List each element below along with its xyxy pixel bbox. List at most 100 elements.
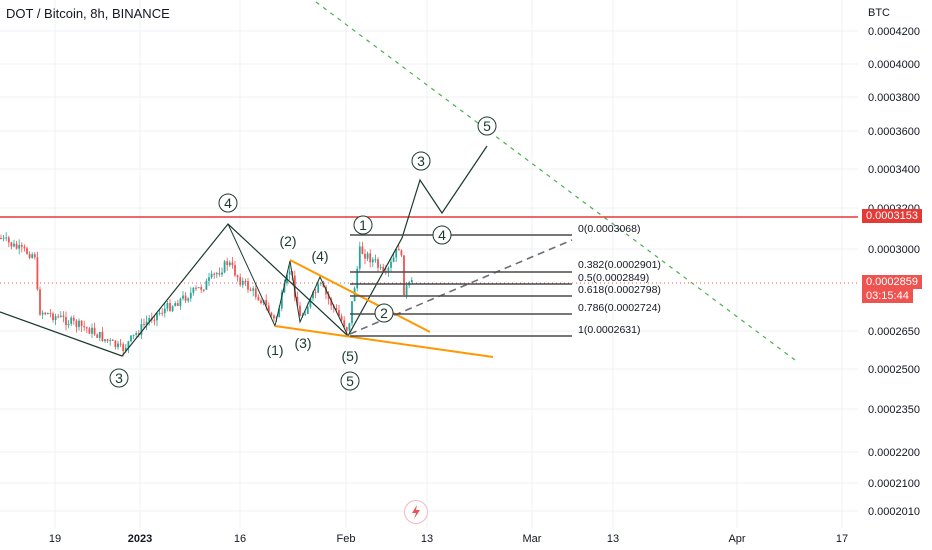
candle-body bbox=[13, 243, 15, 247]
wave-label-3: 3 bbox=[115, 370, 123, 386]
candle-body bbox=[33, 254, 36, 258]
candle-body bbox=[28, 253, 31, 258]
candle-body bbox=[200, 287, 203, 290]
candle-body bbox=[234, 265, 236, 276]
chart-title: DOT / Bitcoin, 8h, BINANCE bbox=[6, 6, 170, 21]
candle-body bbox=[122, 344, 125, 352]
candle-body bbox=[57, 316, 60, 318]
chart-grid bbox=[0, 0, 858, 528]
x-tick-label: 19 bbox=[49, 533, 61, 545]
candle-body bbox=[182, 295, 184, 299]
candle-body bbox=[405, 285, 408, 295]
candle-body bbox=[392, 257, 395, 262]
candle-body bbox=[348, 323, 351, 331]
candle-body bbox=[390, 261, 392, 268]
candle-body bbox=[358, 246, 361, 269]
candle-body bbox=[96, 334, 99, 338]
fibonacci-levels[interactable]: 0(0.0003068) 0.382(0.0002901)0.5(0.000284… bbox=[350, 223, 661, 337]
candle-body bbox=[247, 281, 249, 290]
y-tick-label: 0.0003000 bbox=[868, 244, 920, 256]
candle-body bbox=[353, 288, 356, 302]
candle-body bbox=[338, 310, 340, 317]
candle-body bbox=[410, 280, 413, 283]
candle-body bbox=[156, 313, 158, 321]
candle-body bbox=[119, 343, 122, 345]
candle-body bbox=[114, 340, 117, 348]
candle-body bbox=[127, 341, 130, 348]
candle-body bbox=[351, 301, 353, 324]
candle-body bbox=[377, 259, 379, 268]
wave-circle-2 bbox=[374, 303, 394, 323]
wave-circle-3 bbox=[109, 368, 129, 388]
candle-body bbox=[78, 320, 80, 327]
candle-body bbox=[171, 306, 174, 311]
candle-body bbox=[309, 298, 312, 307]
x-tick-label: 13 bbox=[421, 533, 433, 545]
candle-body bbox=[140, 324, 143, 335]
candle-body bbox=[137, 333, 140, 335]
candle-body bbox=[374, 259, 377, 261]
candle-body bbox=[161, 312, 164, 314]
candle-body bbox=[46, 313, 49, 315]
candle-body bbox=[239, 277, 242, 285]
candle-body bbox=[18, 245, 21, 249]
candle-body bbox=[166, 303, 169, 309]
candle-body bbox=[70, 317, 73, 324]
candle-body bbox=[88, 328, 91, 334]
lightning-icon[interactable] bbox=[404, 500, 428, 524]
wave-line-sub bbox=[227, 223, 349, 337]
countdown-label: 03:15:44 bbox=[862, 289, 913, 303]
candle-body bbox=[306, 306, 309, 314]
candle-body bbox=[117, 343, 119, 348]
candle-body bbox=[85, 327, 88, 329]
candle-body bbox=[169, 303, 171, 311]
candle-body bbox=[226, 261, 229, 266]
y-tick-label: 0.0004200 bbox=[868, 26, 920, 38]
candle-body bbox=[304, 313, 307, 316]
candle-body bbox=[109, 339, 112, 341]
wave-circle-3 bbox=[411, 151, 431, 171]
wave-label-3: 3 bbox=[417, 153, 425, 169]
candle-body bbox=[124, 347, 127, 352]
x-tick-label: 13 bbox=[607, 533, 619, 545]
candle-body bbox=[400, 250, 403, 256]
candle-body bbox=[210, 273, 213, 278]
candle-body bbox=[184, 295, 187, 301]
candle-body bbox=[15, 243, 18, 249]
y-tick-label: 0.0004000 bbox=[868, 59, 920, 71]
candle-body bbox=[270, 312, 273, 316]
candle-body bbox=[163, 308, 166, 314]
candle-body bbox=[104, 339, 106, 342]
y-tick-label: 0.0002350 bbox=[868, 404, 920, 416]
x-tick-label: 2023 bbox=[128, 533, 152, 545]
x-axis: 19 2023 16 Feb 13 Mar 13 Apr 17 bbox=[49, 533, 848, 545]
wave-label-1: 1 bbox=[359, 217, 367, 233]
y-tick-label: 0.0003800 bbox=[868, 92, 920, 104]
candle-body bbox=[7, 237, 10, 243]
candle-body bbox=[257, 296, 260, 301]
candle-body bbox=[54, 316, 57, 321]
wave-paren-label: (3) bbox=[294, 335, 311, 351]
x-tick-label: Feb bbox=[337, 533, 356, 545]
candle-body bbox=[280, 292, 283, 309]
wave-paren-label: (5) bbox=[341, 348, 358, 364]
candle-body bbox=[371, 259, 374, 263]
candle-body bbox=[343, 320, 346, 328]
y-tick-label: 0.0003600 bbox=[868, 126, 920, 138]
candle-body bbox=[221, 272, 223, 275]
wave-paren-label: (4) bbox=[311, 248, 328, 264]
candle-body bbox=[361, 246, 364, 254]
candle-body bbox=[273, 315, 275, 319]
fib-label-0: 0(0.0003068) bbox=[578, 223, 640, 235]
wave-circle-1 bbox=[353, 215, 373, 235]
x-tick-label: 17 bbox=[836, 533, 848, 545]
candle-body bbox=[49, 313, 52, 315]
wave-line-main bbox=[0, 145, 488, 357]
candle-body bbox=[52, 313, 54, 321]
candle-body bbox=[41, 312, 44, 315]
candle-body bbox=[36, 257, 39, 290]
candle-body bbox=[65, 317, 67, 326]
fib-label-0.786: 0.786(0.0002724) bbox=[578, 302, 661, 314]
candle-body bbox=[215, 273, 218, 275]
